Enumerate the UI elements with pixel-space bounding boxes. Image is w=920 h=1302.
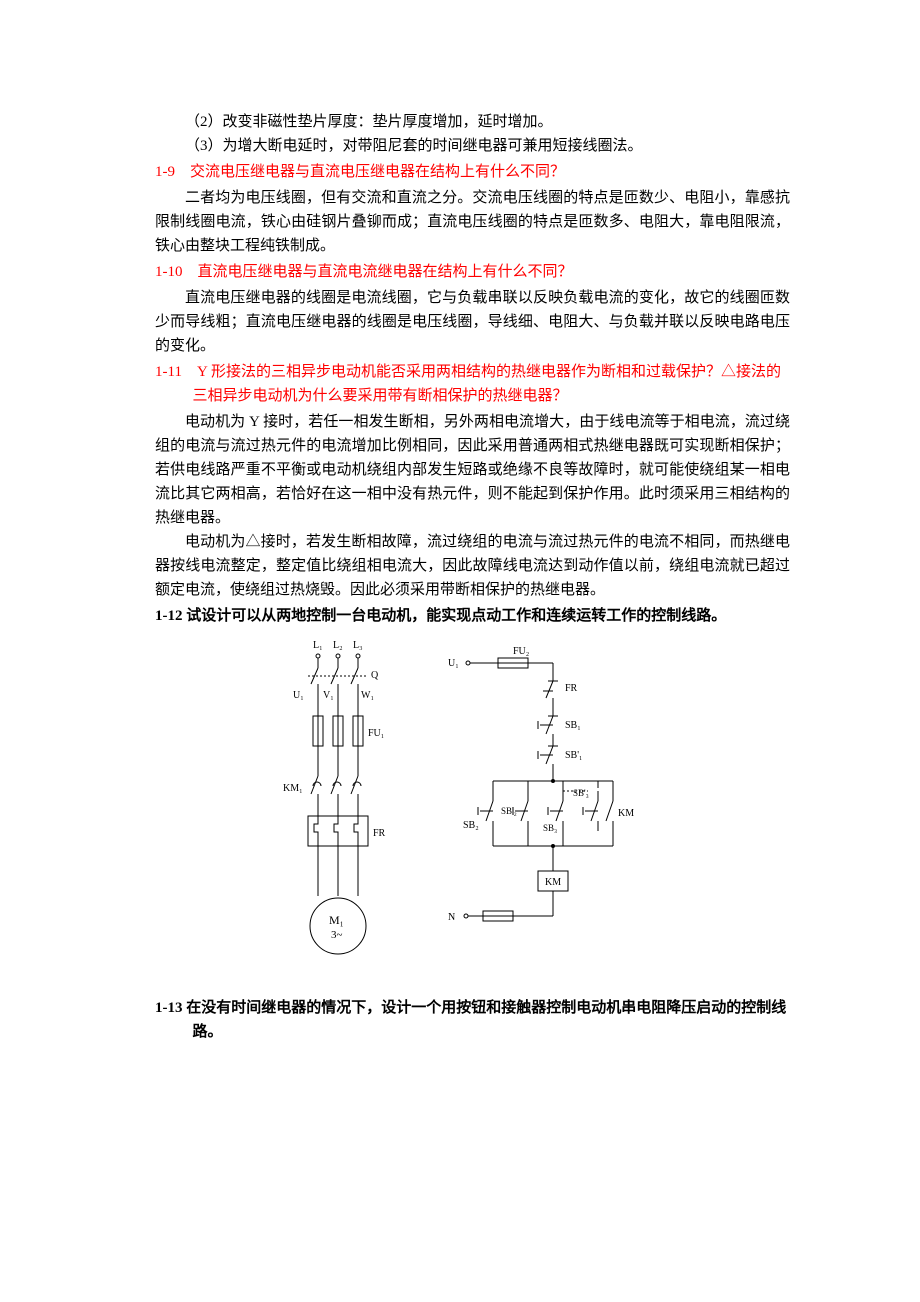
label-L2: L₂ [333, 640, 343, 651]
label-U1r: U₁ [448, 658, 459, 669]
label-KM1: KM₁ [283, 783, 303, 794]
label-SB2: SB₂ [463, 820, 479, 831]
label-Q: Q [371, 670, 379, 681]
label-V1: V₁ [323, 690, 334, 701]
main-circuit: L₁ L₂ L₃ Q U₁ V₁ W₁ FU₁ [283, 640, 386, 954]
body-1-10: 直流电压继电器的线圈是电流线圈，它与负载串联以反映负载电流的变化，故它的线圈匝数… [155, 286, 790, 358]
control-circuit: U₁ FU₂ FR SB₁ SB'₁ [448, 646, 634, 923]
heading-1-10: 1-10 直流电压继电器与直流电流继电器在结构上有什么不同？ [155, 260, 790, 284]
body-1-9: 二者均为电压线圈，但有交流和直流之分。交流电压线圈的特点是匝数少、电阻小，靠感抗… [155, 186, 790, 258]
label-N: N [448, 912, 455, 923]
label-FR: FR [373, 828, 386, 839]
label-SBp3: SB'₃ [573, 788, 589, 798]
label-M1: M₁ [329, 913, 344, 927]
circuit-svg: L₁ L₂ L₃ Q U₁ V₁ W₁ FU₁ [253, 636, 693, 976]
body-1-11-p1: 电动机为 Y 接时，若任一相发生断相，另外两相电流增大，由于线电流等于相电流，流… [155, 410, 790, 530]
label-FR2: FR [565, 683, 578, 694]
label-SBp1: SB'₁ [565, 750, 583, 761]
label-W1: W₁ [361, 690, 374, 701]
line-3: （3）为增大断电延时，对带阻尼套的时间继电器可兼用短接线圈法。 [155, 134, 790, 158]
heading-1-9: 1-9 交流电压继电器与直流电压继电器在结构上有什么不同？ [155, 160, 790, 184]
label-FU1: FU₁ [368, 728, 384, 739]
label-SBp2: SB'₂ [501, 806, 517, 816]
label-SB1: SB₁ [565, 720, 581, 731]
label-FU2: FU₂ [513, 646, 529, 657]
label-tilde: 3~ [331, 929, 343, 941]
heading-1-12: 1-12 试设计可以从两地控制一台电动机，能实现点动工作和连续运转工作的控制线路… [155, 604, 790, 628]
label-L3: L₃ [353, 640, 363, 651]
line-2: （2）改变非磁性垫片厚度：垫片厚度增加，延时增加。 [155, 110, 790, 134]
label-U1: U₁ [293, 690, 304, 701]
circuit-diagram-1-12: L₁ L₂ L₃ Q U₁ V₁ W₁ FU₁ [155, 636, 790, 984]
label-KM-coil: KM [545, 877, 561, 888]
label-SB3: SB₃ [543, 823, 557, 833]
label-L1: L₁ [313, 640, 323, 651]
body-1-11-p2: 电动机为△接时，若发生断相故障，流过绕组的电流与流过热元件的电流不相同，而热继电… [155, 530, 790, 602]
label-KM-aux: KM [618, 808, 634, 819]
heading-1-11: 1-11 Y 形接法的三相异步电动机能否采用两相结构的热继电器作为断相和过载保护… [193, 360, 791, 408]
heading-1-13: 1-13 在没有时间继电器的情况下，设计一个用按钮和接触器控制电动机串电阻降压启… [193, 996, 791, 1044]
